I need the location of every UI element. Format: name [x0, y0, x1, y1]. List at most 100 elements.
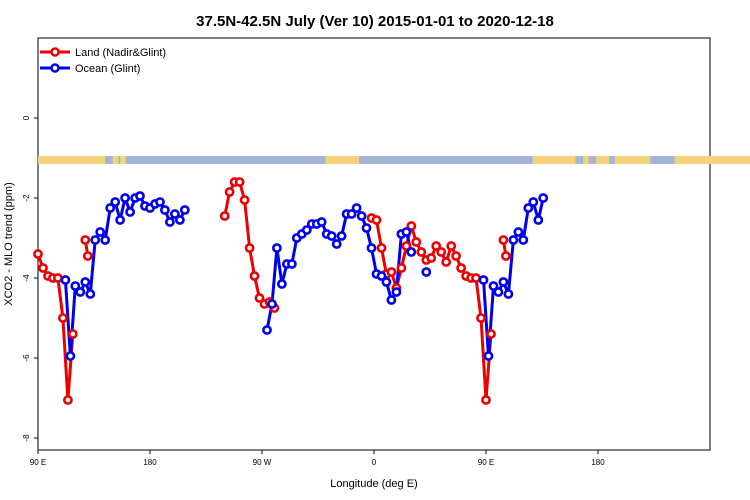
ocean-band — [38, 156, 710, 164]
point-ocean-0-22 — [169, 209, 180, 219]
point-ocean-1-19 — [356, 211, 367, 221]
point-ocean-1-11 — [316, 217, 327, 227]
legend: Land (Nadir&Glint) Ocean (Glint) — [40, 47, 166, 75]
point-land-0-4 — [53, 273, 63, 283]
point-ocean-2-0 — [421, 267, 432, 277]
x-tick-label-2: 90 W — [253, 458, 272, 467]
point-land-0-0 — [33, 249, 43, 259]
series-layer — [33, 177, 549, 405]
point-ocean-0-11 — [115, 215, 125, 225]
point-ocean-1-15 — [336, 231, 347, 241]
point-land-2-7 — [254, 293, 265, 303]
point-land-2-0 — [219, 211, 230, 221]
point-land-3-6 — [396, 263, 407, 273]
legend-label-ocean: Ocean (Glint) — [75, 63, 140, 75]
point-ocean-1-1 — [267, 299, 277, 309]
y-tick-label-4: -8 — [22, 434, 31, 442]
land-band-3 — [325, 156, 360, 164]
point-land-3-10 — [416, 247, 427, 257]
point-land-3-8 — [406, 221, 417, 231]
point-ocean-1-17 — [346, 209, 357, 219]
point-ocean-1-26 — [391, 287, 402, 297]
point-ocean-1-5 — [286, 259, 297, 269]
point-ocean-0-12 — [120, 193, 130, 203]
point-ocean-1-28 — [401, 227, 412, 237]
point-ocean-1-20 — [361, 223, 372, 233]
x-tick-label-1: 180 — [143, 458, 157, 467]
point-ocean-3-8 — [518, 235, 529, 245]
point-ocean-0-7 — [95, 227, 106, 237]
x-axis: 90 E 180 90 W 0 90 E 180 — [30, 450, 605, 467]
land-band-2 — [120, 156, 126, 164]
point-ocean-1-21 — [366, 243, 377, 253]
chart-title: 37.5N-42.5N July (Ver 10) 2015-01-01 to … — [196, 13, 554, 30]
point-ocean-3-9 — [523, 203, 534, 213]
x-tick-label-3: 0 — [372, 458, 377, 467]
point-ocean-1-8 — [301, 225, 312, 235]
point-land-3-2 — [376, 243, 387, 253]
point-land-0-7 — [67, 329, 78, 339]
point-land-3-12 — [426, 253, 437, 263]
point-land-1-0 — [80, 235, 91, 245]
point-land-3-22 — [476, 313, 486, 323]
y-tick-label-2: -4 — [22, 274, 31, 282]
point-land-4-0 — [498, 235, 509, 245]
point-land-3-15 — [441, 257, 452, 267]
point-ocean-1-14 — [331, 239, 342, 249]
point-land-2-1 — [224, 187, 235, 197]
point-ocean-1-18 — [351, 203, 362, 213]
point-ocean-0-8 — [100, 235, 111, 245]
x-tick-label-4: 90 E — [478, 458, 494, 467]
point-ocean-3-5 — [503, 289, 514, 299]
point-ocean-3-1 — [483, 351, 494, 361]
land-band-0 — [38, 156, 106, 164]
point-ocean-0-20 — [159, 205, 170, 215]
point-land-3-14 — [436, 247, 447, 257]
point-ocean-1-3 — [276, 279, 287, 289]
point-ocean-0-5 — [85, 289, 96, 299]
point-ocean-3-4 — [498, 277, 509, 287]
x-tick-label-5: 180 — [591, 458, 605, 467]
land-band-4 — [532, 156, 576, 164]
y-tick-label-3: -6 — [22, 354, 31, 362]
point-ocean-3-12 — [538, 193, 549, 203]
point-ocean-3-7 — [513, 227, 524, 237]
point-ocean-3-11 — [533, 215, 544, 225]
point-ocean-0-0 — [60, 275, 71, 285]
point-land-4-1 — [500, 251, 511, 261]
point-land-3-24 — [486, 329, 496, 339]
y-tick-label-1: -2 — [22, 194, 31, 202]
point-ocean-0-2 — [70, 281, 81, 291]
y-tick-label-0: 0 — [22, 115, 31, 120]
point-ocean-0-3 — [75, 287, 86, 297]
x-axis-label: Longitude (deg E) — [330, 478, 417, 490]
point-ocean-0-4 — [80, 277, 91, 287]
point-land-3-13 — [431, 241, 442, 251]
point-ocean-0-6 — [90, 235, 101, 245]
point-ocean-1-24 — [381, 277, 392, 287]
point-land-2-3 — [234, 177, 245, 187]
point-land-2-4 — [239, 195, 250, 205]
point-ocean-3-10 — [528, 197, 539, 207]
point-land-0-5 — [58, 313, 68, 323]
land-band-6 — [596, 156, 610, 164]
point-ocean-1-0 — [262, 325, 272, 335]
point-land-1-1 — [82, 251, 93, 261]
legend-marker-ocean — [50, 63, 60, 73]
point-land-3-9 — [411, 237, 422, 247]
x-tick-label-0: 90 E — [30, 458, 46, 467]
point-land-3-18 — [456, 263, 466, 273]
point-ocean-0-24 — [179, 205, 190, 215]
point-ocean-1-13 — [326, 231, 337, 241]
land-band-5 — [583, 156, 589, 164]
point-ocean-3-2 — [488, 281, 499, 291]
point-land-3-7 — [401, 241, 412, 251]
point-ocean-0-19 — [155, 197, 165, 207]
series-land-line-3 — [370, 216, 493, 402]
point-land-3-4 — [386, 267, 397, 277]
point-ocean-1-29 — [406, 247, 417, 257]
point-ocean-3-3 — [493, 287, 504, 297]
point-ocean-0-15 — [135, 191, 145, 201]
point-land-2-6 — [249, 271, 260, 281]
